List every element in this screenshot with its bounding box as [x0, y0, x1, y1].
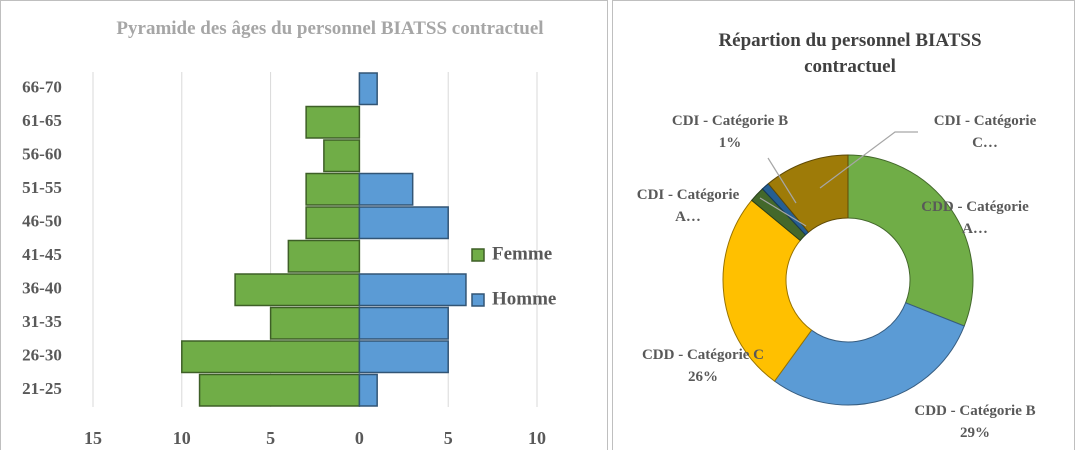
- bar: [305, 206, 361, 240]
- slice-value: 1%: [718, 135, 742, 151]
- donut-slice: [722, 199, 813, 382]
- chart-title: Répartion du personnel BIATSS contractue…: [718, 30, 982, 77]
- slice-category: CDD - Catégorie A…: [921, 199, 1029, 237]
- bar: [358, 306, 449, 340]
- donut-slice: [847, 154, 974, 327]
- leader-line: [767, 157, 797, 204]
- bar: [358, 340, 449, 374]
- x-tick-label: 5: [444, 428, 453, 448]
- leader-lines: [759, 131, 918, 227]
- y-tick-label: 21-25: [22, 379, 62, 398]
- bar: [198, 373, 361, 407]
- legend-label: Femme: [492, 243, 552, 264]
- bar: [358, 206, 449, 240]
- legend-marker: [471, 293, 485, 307]
- bar: [305, 172, 361, 206]
- slice-category: CDI - Catégorie C…: [933, 113, 1037, 151]
- bar: [287, 239, 361, 273]
- y-tick-label: 61-65: [22, 111, 62, 130]
- slice-category: CDD - Catégorie C: [641, 347, 765, 363]
- bar: [269, 306, 361, 340]
- slice-label: CDI - Catégorie B 1%: [650, 110, 810, 154]
- slice-label: CDD - Catégorie B 29%: [885, 400, 1065, 444]
- bar: [181, 340, 361, 374]
- leader-line: [819, 131, 918, 189]
- bar: [305, 105, 361, 139]
- bar: [358, 172, 414, 206]
- leader-line: [759, 197, 807, 227]
- bar: [358, 273, 467, 307]
- slice-label: CDD - Catégorie C 26%: [613, 344, 793, 388]
- slice-value: 29%: [960, 425, 990, 441]
- donut-slice: [767, 154, 849, 233]
- slice-label: CDD - Catégorie A…: [913, 196, 1038, 240]
- donut-slice: [773, 302, 965, 406]
- x-tick-label: 5: [266, 428, 275, 448]
- x-tick-label: 0: [355, 428, 364, 448]
- x-tick-label: 10: [173, 428, 191, 448]
- slice-category: CDI - Catégorie B: [671, 113, 789, 129]
- chart-title: Pyramide des âges du personnel BIATSS co…: [116, 18, 544, 39]
- slice-category: CDI - Catégorie A…: [636, 187, 740, 225]
- legend-marker: [471, 248, 485, 262]
- y-tick-label: 51-55: [22, 178, 62, 197]
- y-tick-label: 36-40: [22, 279, 62, 298]
- y-tick-label: 41-45: [22, 245, 62, 264]
- bar: [358, 373, 378, 407]
- legend-label: Homme: [492, 288, 556, 309]
- bar: [358, 72, 378, 106]
- slice-label: CDI - Catégorie C…: [923, 110, 1048, 154]
- y-tick-label: 66-70: [22, 78, 62, 97]
- y-tick-label: 56-60: [22, 145, 62, 164]
- y-tick-label: 31-35: [22, 312, 62, 331]
- x-tick-label: 15: [84, 428, 102, 448]
- bar: [234, 273, 361, 307]
- x-tick-label: 10: [528, 428, 546, 448]
- y-tick-label: 46-50: [22, 212, 62, 231]
- slice-label: CDI - Catégorie A…: [626, 184, 751, 228]
- bar: [323, 139, 361, 173]
- slice-value: 26%: [688, 369, 718, 385]
- y-tick-label: 26-30: [22, 346, 62, 365]
- slice-category: CDD - Catégorie B: [914, 403, 1036, 419]
